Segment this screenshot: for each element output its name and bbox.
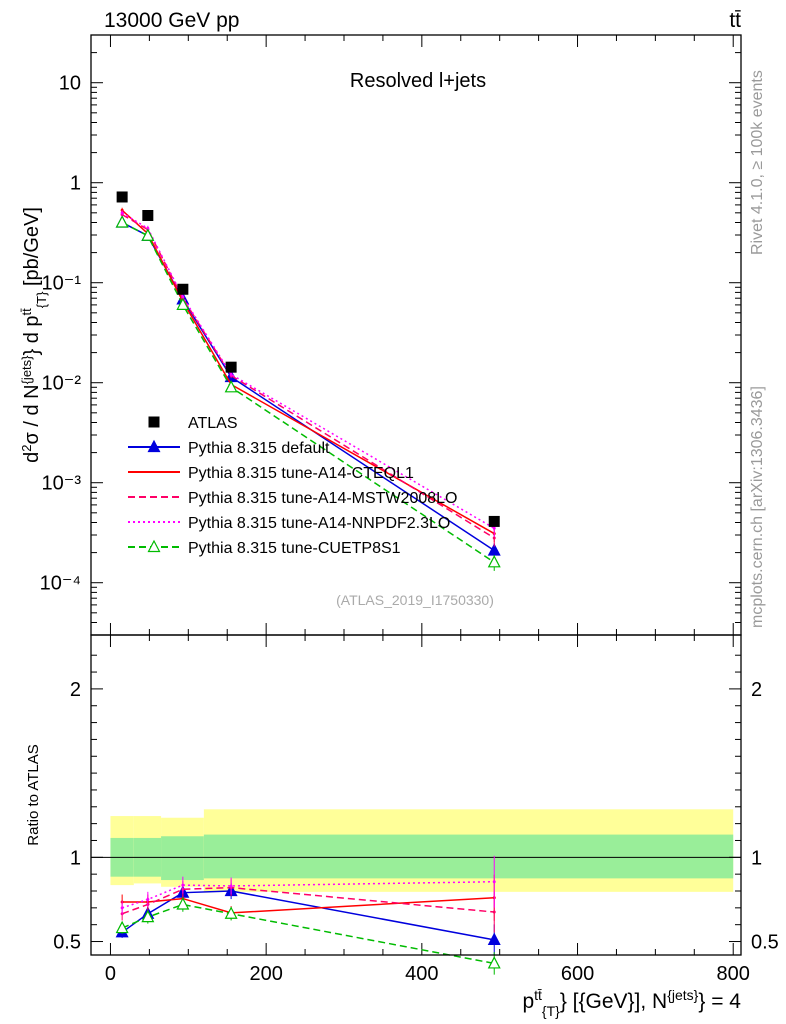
- data-point: [492, 526, 496, 530]
- ratio-panel: [91, 809, 741, 892]
- x-tick-label: 800: [717, 963, 750, 985]
- data-point: [487, 956, 501, 969]
- y-tick-label: 10: [59, 73, 81, 95]
- x-tick-label: 400: [405, 963, 438, 985]
- data-point: [146, 226, 150, 230]
- data-point: [148, 416, 160, 428]
- legend: ATLAS Pythia 8.315 default Pythia 8.315 tu…: [128, 415, 457, 557]
- process-label: tt̄: [729, 9, 741, 32]
- y-tick-label: 10⁻¹: [42, 273, 82, 295]
- data-point: [181, 295, 185, 299]
- data-point: [141, 909, 155, 923]
- data-point: [115, 215, 129, 228]
- data-point: [147, 539, 161, 553]
- legend-label: Pythia 8.315 tune-A14-MSTW2008LO: [188, 490, 457, 507]
- series-line: [121, 886, 495, 915]
- x-tick-label: 0: [105, 963, 116, 985]
- data-point: [176, 297, 190, 310]
- legend-label: Pythia 8.315 tune-A14-CTEQL1: [188, 465, 414, 482]
- series-line: [121, 213, 495, 539]
- ratio-y-tick-label: 1: [751, 847, 762, 869]
- data-point: [120, 211, 124, 215]
- data-point: [115, 920, 129, 934]
- data-point: [488, 515, 500, 527]
- x-axis-label: ptt̄{T}} [{GeV}], N{jets}} = 4: [522, 987, 741, 1019]
- ratio-y-tick-label: 0.5: [53, 932, 81, 954]
- stat-uncertainty-band: [203, 834, 734, 879]
- ratio-y-tick-label: 2: [70, 679, 81, 701]
- analysis-title: Resolved l+jets: [350, 70, 486, 92]
- y-tick-label: 10⁻⁴: [40, 573, 81, 595]
- data-point: [177, 283, 189, 295]
- data-point: [147, 439, 161, 453]
- ratio-y-axis-label: Ratio to ATLAS: [25, 744, 42, 845]
- mcplots-label: mcplots.cern.ch [arXiv:1306.3436]: [749, 386, 766, 628]
- series-line: [121, 903, 495, 965]
- series-line: [121, 209, 495, 535]
- plot-layer: 0 200 400 600 800 10⁻⁴ 10⁻³ 10⁻² 10⁻¹ 1 10 0.5 0.5 1 1…: [40, 34, 779, 985]
- y-tick-label: 1: [70, 173, 81, 195]
- data-point: [181, 883, 185, 887]
- energy-label: 13000 GeV pp: [104, 9, 239, 32]
- data-point: [146, 897, 150, 901]
- series-line: [121, 221, 495, 563]
- y-tick-label: 10⁻²: [42, 373, 82, 395]
- data-point: [492, 536, 496, 540]
- data-point: [120, 906, 124, 910]
- data-point: [487, 932, 501, 945]
- rivet-version-label: Rivet 4.1.0, ≥ 100k events: [749, 70, 766, 255]
- ratio-y-tick-label: 1: [70, 847, 81, 869]
- data-point: [141, 228, 155, 241]
- legend-label: ATLAS: [188, 415, 238, 432]
- ratio-y-tick-label: 2: [751, 679, 762, 701]
- legend-label: Pythia 8.315 tune-CUETP8S1: [188, 540, 401, 557]
- legend-label: Pythia 8.315 tune-A14-NNPDF2.3LO: [188, 515, 450, 532]
- data-point: [229, 372, 233, 376]
- data-point: [224, 906, 238, 919]
- x-tick-label: 200: [249, 963, 282, 985]
- data-point: [492, 880, 496, 884]
- ratio-plot-frame: [90, 634, 742, 956]
- stat-uncertainty-band: [161, 836, 204, 881]
- main-y-axis-label: d2σ / d N{jets}} d ptt̄{T} [pb/GeV]: [19, 207, 49, 463]
- data-point: [116, 191, 128, 203]
- ratio-y-tick-label: 0.5: [751, 932, 779, 954]
- data-point: [487, 543, 501, 556]
- data-point: [176, 897, 190, 910]
- data-point: [142, 210, 154, 222]
- legend-label: Pythia 8.315 default: [188, 440, 330, 457]
- x-tick-label: 600: [561, 963, 594, 985]
- analysis-id: (ATLAS_2019_I1750330): [336, 592, 494, 608]
- data-point: [224, 379, 238, 393]
- data-point: [225, 361, 237, 373]
- y-tick-label: 10⁻³: [42, 473, 82, 495]
- data-point: [229, 884, 233, 888]
- data-point: [492, 910, 496, 914]
- data-point: [487, 555, 501, 568]
- series-line: [121, 880, 495, 909]
